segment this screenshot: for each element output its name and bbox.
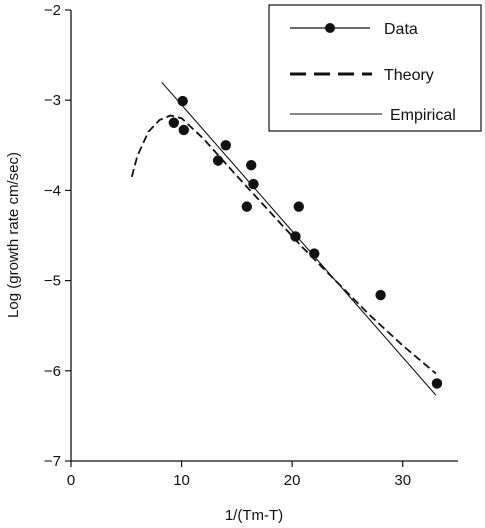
legend-box — [268, 4, 482, 132]
data-point-8 — [290, 231, 301, 242]
data-point-6 — [246, 159, 257, 171]
series-layer — [130, 81, 443, 396]
data-point-0 — [168, 117, 180, 128]
legend-data-label: Data — [384, 21, 418, 38]
data-point-5 — [241, 201, 253, 212]
data-point-11 — [375, 289, 386, 301]
legend-theory-label: Theory — [384, 67, 434, 84]
x-tick-label-3: 30 — [394, 472, 411, 489]
x-tick-label-2: 20 — [284, 472, 301, 489]
y-tick-label-5: −2 — [44, 2, 61, 19]
y-tick-label-4: −3 — [44, 92, 61, 109]
data-point-1 — [177, 95, 188, 107]
y-tick-label-1: −6 — [44, 363, 61, 380]
y-tick-label-0: −7 — [44, 453, 61, 470]
y-tick-label-3: −4 — [44, 182, 61, 199]
x-tick-label-1: 10 — [173, 472, 190, 489]
ticks-layer: 0 10 20 30 −7 −6 −5 −4 −3 −2 — [44, 2, 411, 489]
theory-line — [130, 114, 437, 375]
x-tick-label-0: 0 — [67, 472, 75, 489]
data-point-9 — [293, 201, 304, 212]
data-point-4 — [220, 140, 231, 151]
data-point-7 — [248, 178, 259, 190]
data-point-2 — [178, 124, 189, 136]
legend-empirical-label: Empirical — [390, 107, 456, 124]
data-point-12 — [431, 378, 443, 389]
data-point-3 — [212, 155, 224, 166]
data-point-10 — [309, 248, 320, 259]
legend: Data Theory Empirical — [268, 4, 482, 132]
y-tick-label-2: −5 — [44, 273, 61, 290]
empirical-line — [161, 81, 437, 396]
legend-data-marker — [325, 23, 335, 33]
x-axis-title: 1/(Tm-T) — [225, 507, 283, 524]
y-axis-title: Log (growth rate cm/sec) — [5, 152, 22, 318]
